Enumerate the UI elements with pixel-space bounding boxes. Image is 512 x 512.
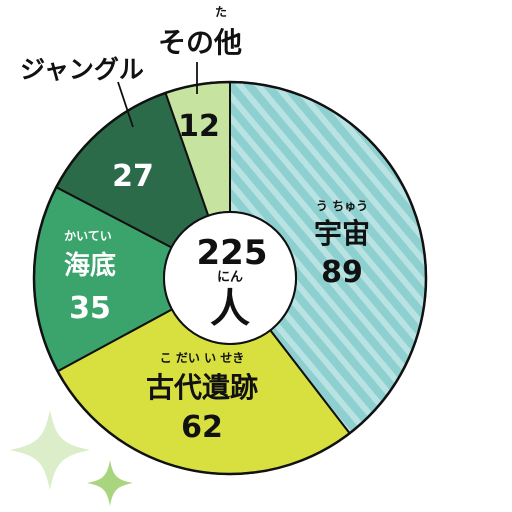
- sparkle-small: [87, 460, 133, 506]
- label-uchu: 宇宙: [314, 217, 370, 250]
- label-kodai: 古代遺跡: [146, 371, 258, 404]
- sparkle-large: [10, 410, 90, 490]
- label-kodai-ruby: こ だい い せき: [160, 351, 245, 365]
- decorative-sparkles: [10, 410, 133, 506]
- label-kaitei: 海底: [64, 250, 116, 281]
- value-kodai: 62: [181, 410, 223, 445]
- value-kaitei: 35: [69, 291, 111, 326]
- total-value: 225: [197, 233, 268, 273]
- value-uchu: 89: [321, 255, 363, 290]
- value-jungle: 27: [112, 159, 154, 194]
- label-uchu-ruby: う ちゅう: [316, 199, 368, 213]
- total-unit-ruby: にん: [217, 270, 243, 285]
- value-sonota: 12: [178, 109, 220, 144]
- leader-line-jungle: [117, 81, 134, 128]
- donut-hole: [163, 211, 297, 345]
- total-unit: 人: [210, 286, 250, 332]
- label-sonota-ruby: た: [215, 5, 227, 19]
- donut-outline: [32, 80, 428, 476]
- label-jungle: ジャングル: [20, 55, 144, 84]
- label-kaitei-ruby: かいてい: [64, 229, 112, 243]
- label-sonota: その他: [158, 26, 242, 59]
